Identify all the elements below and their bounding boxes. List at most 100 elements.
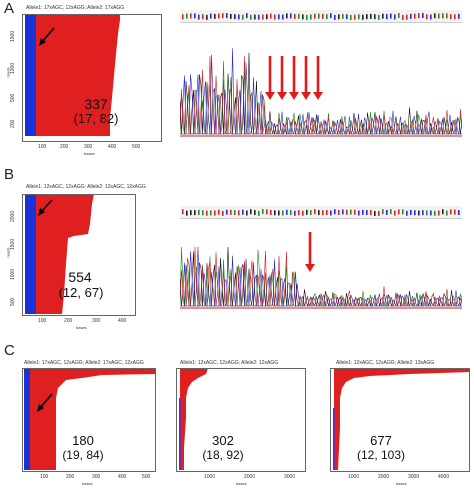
base-letter-mark <box>298 210 300 216</box>
panel-c1-xtick: 100 <box>40 474 49 480</box>
base-letter-mark <box>422 13 424 19</box>
base-letter-mark <box>342 13 344 19</box>
base-letter-mark <box>282 210 284 216</box>
base-letter-mark <box>274 14 276 20</box>
base-letter-mark <box>438 210 440 216</box>
panel-c2-title: Allele1: 12xAGC, 12xAGG; Allele2: 12xAGG <box>180 360 279 366</box>
panel-c2-xlabel: bases <box>236 481 247 486</box>
panel-a-black-arrow <box>39 27 55 46</box>
base-letter-mark <box>210 210 212 216</box>
base-letter-mark <box>426 14 428 20</box>
trace-line <box>180 55 462 135</box>
base-letter-mark <box>218 209 220 215</box>
base-letter-mark <box>246 13 248 19</box>
panel-c1-xtick: 200 <box>66 474 75 480</box>
panel-a-red-reads <box>36 14 120 136</box>
panel-c2-xtick: 3000 <box>284 474 296 480</box>
panel-a-plot-title: Allele1: 17xAGC, 12xAGG; Allele2: 17xAGG <box>26 5 125 11</box>
base-letter-mark <box>262 209 264 215</box>
base-letter-mark <box>414 13 416 19</box>
base-letter-mark <box>234 210 236 216</box>
base-letter-mark <box>222 13 224 19</box>
panel-b-ytick: 500 <box>10 297 16 306</box>
red-arrow-head <box>277 92 287 100</box>
base-letter-mark <box>430 210 432 216</box>
panel-a-xtick: 300 <box>84 144 93 150</box>
base-letter-mark <box>350 14 352 20</box>
base-letter-mark <box>202 14 204 20</box>
panel-c1-black-arrow <box>37 393 53 412</box>
panel-label-b: B <box>4 166 15 183</box>
base-letter-mark <box>318 13 320 19</box>
panel-b-xtick: 200 <box>64 318 73 324</box>
base-letter-mark <box>294 210 296 216</box>
base-letter-mark <box>190 210 192 216</box>
panel-b-ytick: 1000 <box>10 268 16 280</box>
panel-c3-xtick: 2000 <box>378 474 390 480</box>
base-letter-mark <box>282 14 284 20</box>
base-letter-mark <box>190 13 192 19</box>
base-letter-mark <box>446 13 448 19</box>
trace-line <box>180 247 462 307</box>
panel-a-xtick: 200 <box>60 144 69 150</box>
panel-c1-xlabel: bases <box>82 481 93 486</box>
panel-c3-xlabel: bases <box>396 481 407 486</box>
panel-b-chromatogram <box>180 206 462 310</box>
base-letter-mark <box>266 14 268 20</box>
base-letter-mark <box>402 209 404 215</box>
panel-a-ytick: 1000 <box>10 62 16 74</box>
base-letter-mark <box>362 209 364 215</box>
base-letter-mark <box>286 13 288 19</box>
base-letter-mark <box>294 14 296 20</box>
base-letter-mark <box>398 209 400 215</box>
base-letter-mark <box>298 13 300 19</box>
base-letter-mark <box>306 209 308 215</box>
base-letter-mark <box>434 210 436 216</box>
base-letter-mark <box>406 14 408 20</box>
base-letter-mark <box>242 14 244 20</box>
panel-a-xtick: 500 <box>132 144 141 150</box>
base-letter-mark <box>302 210 304 216</box>
base-letter-mark <box>334 14 336 20</box>
base-letter-mark <box>426 210 428 216</box>
base-letter-mark <box>414 210 416 216</box>
panel-c1-red-reads <box>30 368 156 470</box>
base-letter-mark <box>374 14 376 20</box>
base-letter-mark <box>394 210 396 216</box>
panel-c2-xtick: 2000 <box>244 474 256 480</box>
panel-c3-count: 677 <box>370 433 392 448</box>
panel-c2-count: 302 <box>212 433 234 448</box>
panel-a-red-arrows <box>265 56 323 100</box>
base-letter-mark <box>450 14 452 20</box>
base-letter-mark <box>386 209 388 215</box>
base-letter-mark <box>390 209 392 215</box>
panel-a-traces <box>180 48 462 135</box>
red-arrow-head <box>305 264 315 272</box>
red-arrow-head <box>289 92 299 100</box>
panel-b-red-reads <box>36 194 94 314</box>
base-letter-mark <box>346 14 348 20</box>
base-letter-mark <box>198 209 200 215</box>
base-letter-mark <box>238 14 240 20</box>
panel-c3-xtick: 4000 <box>438 474 450 480</box>
panel-c1-blue-reads <box>24 368 30 470</box>
panel-a-blue-reads <box>25 14 36 136</box>
base-letter-mark <box>350 209 352 215</box>
trace-line <box>180 246 462 307</box>
base-letter-mark <box>338 209 340 215</box>
base-letter-mark <box>346 209 348 215</box>
base-letter-mark <box>434 13 436 19</box>
base-letter-mark <box>226 209 228 215</box>
panel-a-xlabel: bases <box>84 151 95 156</box>
base-letter-mark <box>366 14 368 20</box>
panel-a-xtick: 400 <box>108 144 117 150</box>
base-letter-mark <box>322 13 324 19</box>
base-letter-mark <box>182 14 184 20</box>
base-letter-mark <box>314 13 316 19</box>
base-letter-mark <box>234 14 236 20</box>
panel-a-trace-svg <box>180 13 462 137</box>
base-letter-mark <box>354 14 356 20</box>
panel-b-xtick: 400 <box>118 318 127 324</box>
base-letter-mark <box>242 209 244 215</box>
panel-c1-xtick: 500 <box>142 474 151 480</box>
